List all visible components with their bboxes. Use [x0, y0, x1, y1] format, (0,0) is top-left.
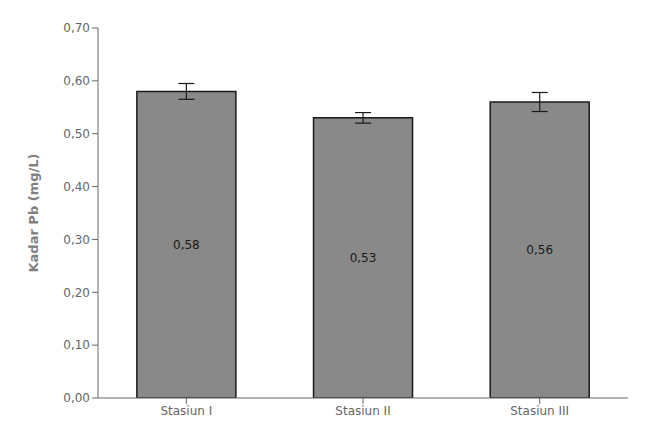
svg-text:Stasiun III: Stasiun III	[510, 404, 569, 418]
svg-text:0,58: 0,58	[173, 238, 200, 252]
svg-text:Kadar Pb (mg/L): Kadar Pb (mg/L)	[26, 154, 41, 273]
svg-text:0,30: 0,30	[63, 233, 90, 247]
svg-text:0,40: 0,40	[63, 180, 90, 194]
svg-text:0,56: 0,56	[526, 243, 553, 257]
svg-text:0,50: 0,50	[63, 127, 90, 141]
svg-text:0,10: 0,10	[63, 338, 90, 352]
svg-text:0,60: 0,60	[63, 74, 90, 88]
svg-text:0,70: 0,70	[63, 21, 90, 35]
svg-text:0,00: 0,00	[63, 391, 90, 405]
svg-text:0,20: 0,20	[63, 286, 90, 300]
svg-text:Stasiun I: Stasiun I	[160, 404, 212, 418]
svg-text:0,53: 0,53	[350, 251, 377, 265]
svg-text:Stasiun II: Stasiun II	[335, 404, 390, 418]
